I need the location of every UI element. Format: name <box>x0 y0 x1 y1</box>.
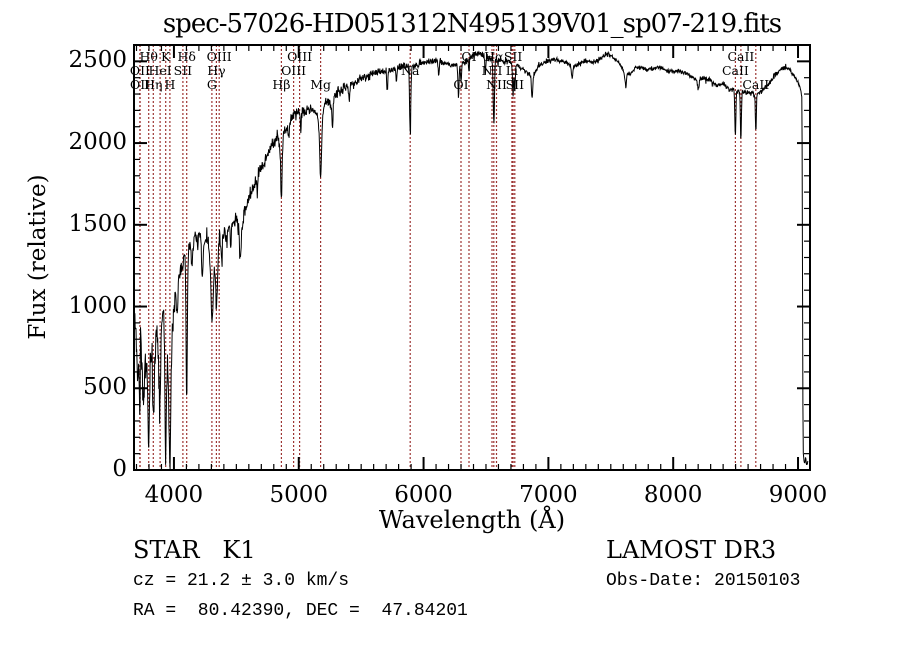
line-label: H <box>164 77 175 92</box>
x-tick-label: 4000 <box>144 482 204 508</box>
line-label: OII <box>130 63 150 78</box>
x-axis-label: Wavelength (Å) <box>378 506 566 534</box>
line-label: HeI <box>148 63 171 78</box>
line-label: Hη <box>144 77 162 92</box>
line-label: CaII <box>727 49 754 64</box>
line-label: K <box>161 49 171 64</box>
plot-title: spec-57026-HD051312N495139V01_sp07-219.f… <box>162 9 782 39</box>
survey-release-label: LAMOST DR3 <box>606 536 777 564</box>
line-label: OI <box>453 77 468 92</box>
line-label: OII <box>130 77 150 92</box>
line-label: NII <box>482 63 503 78</box>
line-label: Mg <box>310 77 331 92</box>
y-tick-label: 1000 <box>68 292 127 319</box>
y-tick-label: 2000 <box>68 129 127 156</box>
object-class-label: STAR K1 <box>133 536 256 564</box>
obs-date-label: Obs-Date: 20150103 <box>606 571 801 591</box>
ra-dec-label: RA = 80.42390, DEC = 47.84201 <box>133 601 468 621</box>
x-tick-label: 6000 <box>394 482 453 508</box>
line-label: OIII <box>207 49 232 64</box>
line-label: CaII <box>742 77 769 92</box>
y-axis-label: Flux (relative) <box>25 174 51 340</box>
x-tick-label: 9000 <box>768 482 828 508</box>
y-tick-label: 0 <box>112 456 127 482</box>
plot-frame <box>133 44 811 471</box>
y-tick-label: 1500 <box>68 210 127 237</box>
x-tick-label: 5000 <box>269 482 329 508</box>
line-label: Hγ <box>207 63 225 78</box>
line-label: Hδ <box>177 49 195 64</box>
x-tick-label: 7000 <box>519 482 578 508</box>
x-tick-label: 8000 <box>643 482 703 508</box>
line-label: CaII <box>722 63 749 78</box>
line-label: OIII <box>281 63 306 78</box>
line-label: Hβ <box>272 77 290 92</box>
spectrum-curve <box>134 50 809 470</box>
line-label: SII <box>174 63 193 78</box>
y-tick-label: 500 <box>83 374 127 401</box>
y-tick-label: 2500 <box>68 47 127 74</box>
line-label: Hθ <box>139 49 157 64</box>
cz-value-label: cz = 21.2 ± 3.0 km/s <box>133 571 350 591</box>
line-label: G <box>207 77 217 92</box>
line-label: NII <box>486 77 507 92</box>
